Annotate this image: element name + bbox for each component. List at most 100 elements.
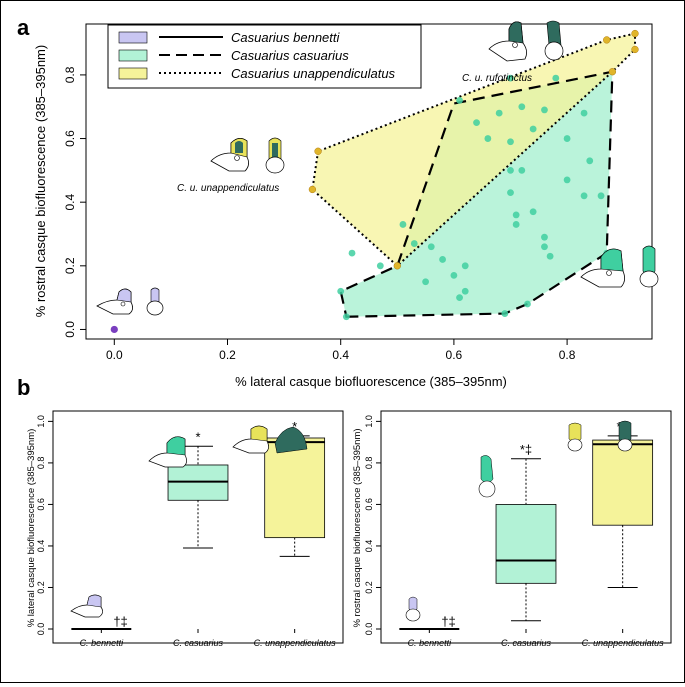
y-tick-label: 0.4 [364,540,374,553]
x-tick-label: 0.8 [559,348,576,362]
point-casuarius [399,221,407,228]
significance-mark: * [195,429,200,444]
legend-swatch-casuarius [118,49,148,62]
point-unappendiculatus [393,262,401,270]
point-bennetti [110,325,118,334]
box-iqr [592,439,654,526]
x-tick-label: 0.6 [446,348,463,362]
point-casuarius [580,109,588,117]
x-tick-label: 0.0 [106,348,123,362]
hull-fill-unappendiculatus [312,33,636,266]
y-tick-label: 0.6 [364,498,374,511]
box-iqr [495,504,557,584]
panel-a-label: a [17,15,30,40]
panel-b-right-frame [380,410,672,644]
panel-b-left-frame [52,410,344,644]
x-tick-label: 0.2 [219,348,236,362]
y-tick-label: 1.0 [364,415,374,428]
category-label: C. casuarius [501,638,552,648]
point-casuarius [456,294,463,302]
point-casuarius [342,313,350,321]
point-casuarius [518,166,526,174]
y-tick-label: 0.2 [63,257,77,274]
category-label: C. unappendiculatus [254,638,337,648]
significance-mark: †‡ [113,614,127,629]
point-casuarius [461,262,469,270]
panel-a-axes: 0.0 0.2 0.4 0.6 0.8 0.0 0.2 0.4 0.6 0.8 [63,66,576,362]
point-casuarius [541,106,548,114]
y-tick-label: 0.0 [36,623,46,636]
point-casuarius [507,189,514,197]
panel-a-y-label: % rostral casque biofluorescence (385–39… [33,45,48,317]
point-casuarius [501,310,509,317]
point-casuarius [461,287,469,295]
point-casuarius [422,278,429,286]
point-casuarius [546,252,554,260]
point-casuarius [580,192,588,200]
point-casuarius [563,135,571,142]
legend-box [107,24,422,89]
point-casuarius [524,300,531,308]
point-casuarius [512,211,520,219]
point-casuarius [410,240,418,247]
panel-b-left-plot: 0.0 0.2 0.4 0.6 0.8 1.0 C. bennetti †‡ C. casuar… [36,415,336,648]
box-iqr [264,437,326,539]
panel-a-legend: Casuarius bennetti Casuarius casuarius C… [107,24,422,89]
y-tick-label: 0.8 [36,457,46,470]
y-tick-label: 0.8 [63,66,77,83]
point-casuarius [450,271,458,279]
y-tick-label: 0.6 [63,130,77,147]
bird-illustration-casuarius-a [580,245,659,288]
point-casuarius [439,256,446,263]
point-casuarius [456,96,463,104]
legend-label-casuarius: Casuarius casuarius [231,48,349,63]
point-casuarius [541,243,548,251]
bird-illustration-bennetti-b-left [70,594,103,618]
category-label: C. bennetti [408,638,453,648]
bird-illustration-unapp-b-left [232,425,308,454]
y-tick-label: 0.4 [36,540,46,553]
category-label: C. casuarius [173,638,224,648]
panel-a-plot-frame [85,23,653,340]
y-tick-label: 0.6 [36,498,46,511]
point-unappendiculatus [308,185,317,194]
point-casuarius [529,208,537,216]
point-unappendiculatus [631,29,639,38]
significance-mark: * [292,419,297,434]
point-casuarius [337,287,345,295]
panel-b-left-y-label: % lateral casque biofluorescence (385–39… [26,429,37,628]
panel-a-x-label: % lateral casque biofluorescence (385–39… [235,374,507,389]
point-casuarius [552,74,560,82]
box-iqr [167,464,229,501]
point-casuarius [563,176,571,184]
point-unappendiculatus [631,45,639,54]
y-tick-label: 0.4 [63,194,77,211]
point-casuarius [507,166,514,174]
y-tick-label: 1.0 [36,415,46,428]
point-unappendiculatus [314,147,322,155]
panel-a-points [110,29,639,334]
x-tick-label: 0.4 [332,348,349,362]
point-casuarius [541,233,548,241]
legend-swatch-unappendiculatus [118,67,148,80]
legend-label-bennetti: Casuarius bennetti [231,30,341,45]
point-casuarius [586,157,594,165]
point-casuarius [495,109,503,117]
point-casuarius [529,125,537,133]
point-unappendiculatus [608,68,617,76]
bird-illustration-rufotinctus [488,20,564,62]
bird-illustration-bennetti-b-right [405,596,421,622]
legend-label-unappendiculatus: Casuarius unappendiculatus [231,66,396,81]
significance-mark: †‡ [441,614,455,629]
legend-swatch-bennetti [118,31,148,44]
y-tick-label: 0.8 [364,457,374,470]
category-label: C. bennetti [80,638,125,648]
point-casuarius [518,103,526,111]
y-tick-label: 0.0 [63,321,77,338]
bird-illustration-unapp-b-right [567,420,633,452]
bird-illustration-bennetti-a [96,287,164,316]
annotation-rufotinctus: C. u. rufotinctus [462,73,532,84]
bird-illustration-unappendiculatus [210,137,285,174]
bird-illustration-casuarius-b-right [478,455,496,498]
